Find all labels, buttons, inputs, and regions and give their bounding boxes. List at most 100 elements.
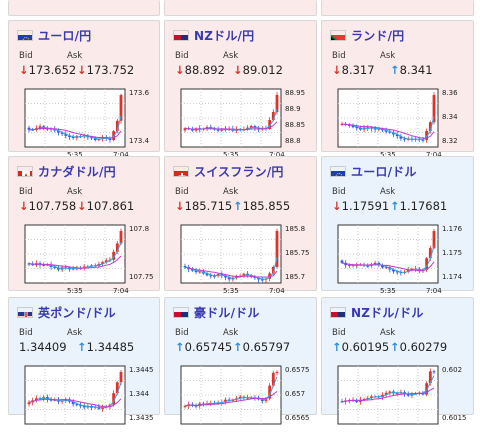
ask-label: Ask [380, 328, 395, 338]
y-axis-tick-label: 8.32 [442, 137, 458, 145]
partial-card-top-middle [164, 0, 317, 16]
ask-label: Ask [380, 51, 395, 61]
y-axis-tick-label: 88.8 [285, 137, 301, 145]
arrow-up-icon: ↑ [332, 340, 342, 354]
bid-label: Bid [175, 51, 223, 61]
currency-pair-link[interactable]: ユーロ/円 [38, 27, 91, 44]
currency-pair-link[interactable]: 豪ドル/ドル [194, 304, 260, 321]
arrow-down-icon: ↓ [77, 63, 87, 77]
bid-ask-values: ↓185.715↑185.855 [175, 199, 290, 213]
x-axis-tick-label: 7:04 [113, 287, 129, 295]
ask-label: Ask [67, 328, 82, 338]
currency-pair-link[interactable]: ユーロ/ドル [351, 163, 417, 180]
arrow-down-icon: ↓ [175, 199, 185, 213]
arrow-up-icon: ↑ [77, 340, 87, 354]
currency-pair-link[interactable]: カナダドル/円 [38, 163, 116, 180]
bid-label: Bid [332, 187, 380, 197]
x-axis-tick-label: 7:04 [269, 287, 285, 295]
card-header: ユーロ/ドル [330, 163, 417, 179]
card-header: ユーロ/円 [17, 27, 91, 43]
bid-ask-values: ↑0.65745↑0.65797 [175, 340, 290, 354]
arrow-down-icon: ↓ [175, 63, 185, 77]
bid-ask-values: ↓8.317↑8.341 [332, 63, 433, 77]
y-axis-tick-label: 0.6015 [442, 414, 467, 422]
candle-body [28, 402, 31, 404]
ask-value: 173.752 [87, 63, 135, 77]
y-axis-tick-label: 0.602 [442, 366, 462, 374]
bid-value: 8.317 [342, 63, 375, 77]
arrow-down-icon: ↓ [19, 63, 29, 77]
bid-ask-values: ↑0.60195↑0.60279 [332, 340, 447, 354]
card-header: スイスフラン/円 [173, 163, 284, 179]
arrow-up-icon: ↑ [390, 340, 400, 354]
ask-label: Ask [223, 328, 238, 338]
currency-pair-link[interactable]: ランド/円 [351, 27, 404, 44]
arrow-up-icon: ↑ [233, 199, 243, 213]
bid-value: 1.34409 [19, 340, 67, 354]
currency-pair-link[interactable]: NZドル/円 [194, 27, 254, 44]
bid-label: Bid [332, 51, 380, 61]
y-axis-tick-label: 173.4 [129, 137, 150, 145]
bid-label: Bid [19, 51, 67, 61]
currency-pair-link[interactable]: 英ポンド/ドル [38, 304, 116, 321]
currency-pair-link[interactable]: NZドル/ドル [351, 304, 424, 321]
bid-value: 88.892 [185, 63, 225, 77]
bid-label: Bid [175, 187, 223, 197]
card-header: 英ポンド/ドル [17, 304, 116, 320]
bid-value: 107.758 [29, 199, 77, 213]
bid-value: 173.652 [29, 63, 77, 77]
au-us-flag-icon [173, 307, 189, 318]
nz-us-flag-icon [330, 307, 346, 318]
currency-pair-link[interactable]: スイスフラン/円 [194, 163, 284, 180]
y-axis-tick-label: 1.176 [442, 225, 463, 233]
y-axis-tick-label: 88.85 [285, 121, 305, 129]
candle-body [341, 261, 344, 263]
bid-ask-values: ↓173.652↓173.752 [19, 63, 134, 77]
arrow-down-icon: ↓ [233, 63, 243, 77]
ca-flag-icon [17, 166, 33, 177]
gb-us-flag-icon [17, 307, 33, 318]
ask-value: 107.861 [87, 199, 135, 213]
ask-value: 8.341 [400, 63, 433, 77]
chart-container[interactable]: 0.602 0.6015 [334, 360, 476, 438]
y-axis-tick-label: 107.75 [129, 273, 154, 281]
candle-body [276, 372, 279, 373]
arrow-down-icon: ↓ [332, 199, 342, 213]
y-axis-tick-label: 88.9 [285, 105, 301, 113]
arrow-up-icon: ↑ [390, 199, 400, 213]
y-axis-tick-label: 0.6565 [285, 414, 310, 422]
candle-body [120, 372, 123, 382]
bid-value: 0.65745 [185, 340, 233, 354]
y-axis-tick-label: 8.34 [442, 113, 458, 121]
ask-label: Ask [67, 51, 82, 61]
nz-flag-icon [173, 30, 189, 41]
arrow-up-icon: ↑ [233, 340, 243, 354]
card-header: カナダドル/円 [17, 163, 116, 179]
